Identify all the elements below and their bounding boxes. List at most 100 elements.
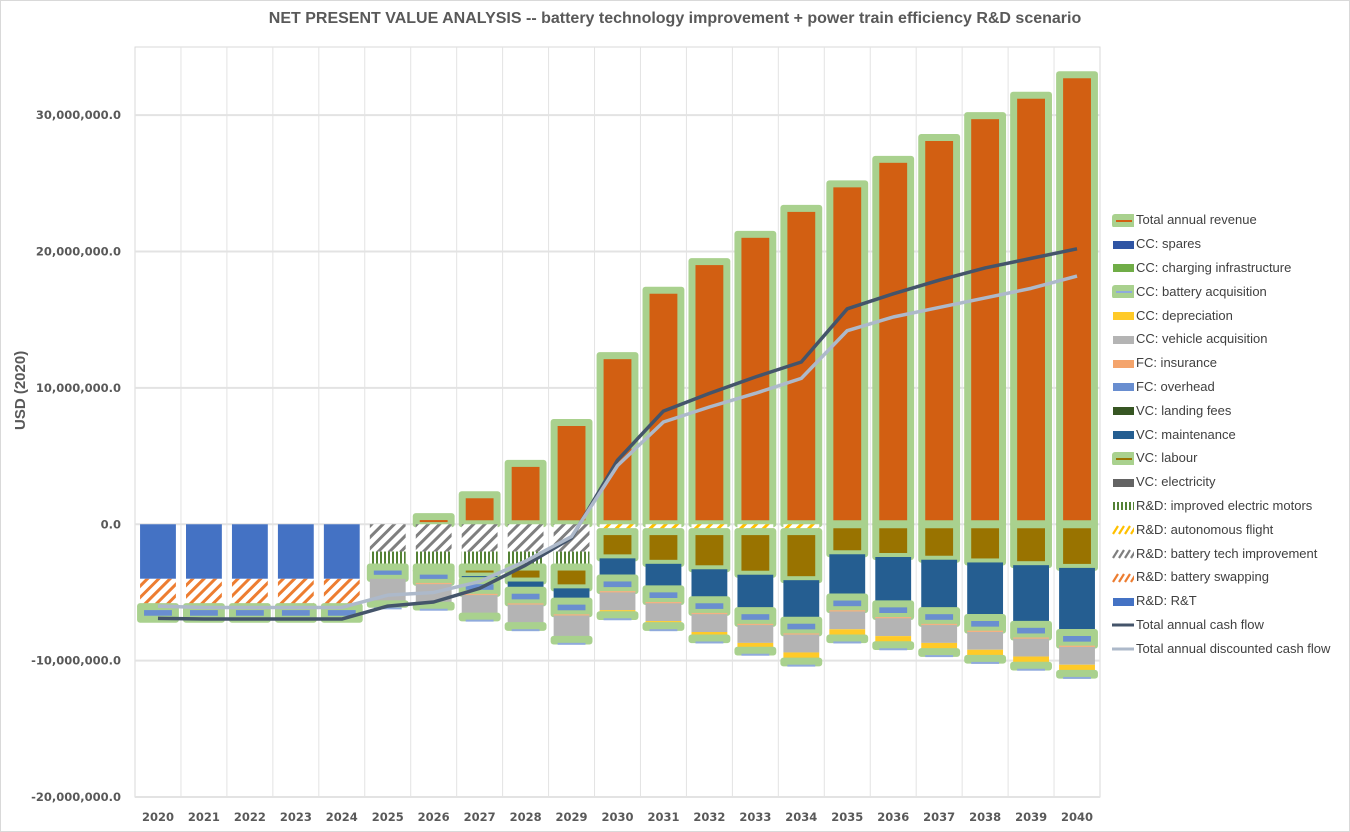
bar-segment-cc-depreciation (1013, 656, 1049, 665)
legend-item: R&D: battery tech improvement (1112, 541, 1330, 565)
x-axis-ticks: 2020 2021 2022 2023 2024 2025 2026 2027 2028 2029… (142, 810, 1093, 824)
legend-label: R&D: improved electric motors (1136, 497, 1313, 513)
bar-segment-r-d-r-t (277, 524, 314, 579)
bar-segment-r-d-r-t (323, 524, 360, 579)
bar-segment-cc-depreciation (829, 629, 866, 638)
bar-segment-fc-insurance (921, 623, 958, 626)
bar-segment-fc-overhead (918, 607, 961, 627)
bar-segment-r-d-improved-electric-motors (415, 551, 452, 567)
bar-segment-total-annual-revenue (872, 155, 915, 528)
legend-label: CC: spares (1136, 236, 1202, 252)
bar-segment-r-d-battery-swapping (323, 578, 360, 607)
bar-segment-cc-vehicle-acquisition (921, 625, 958, 643)
legend-label: R&D: autonomous flight (1136, 521, 1274, 537)
legend-label: Total annual cash flow (1136, 616, 1264, 632)
legend-label: CC: battery acquisition (1136, 283, 1267, 299)
legend-label: R&D: battery tech improvement (1136, 545, 1318, 561)
bar-segment-cc-battery-acquisition (550, 635, 593, 645)
bar-segment-cc-vehicle-acquisition (783, 634, 820, 653)
line-series (157, 247, 1078, 621)
legend-label: CC: charging infrastructure (1136, 259, 1292, 275)
bar-segment-fc-insurance (1013, 637, 1049, 639)
bar-segment-r-d-autonomous-flight (599, 524, 636, 532)
bar-segment-r-d-r-t (231, 524, 268, 579)
bar-segment-total-annual-revenue (918, 134, 961, 528)
bar-segment-cc-vehicle-acquisition (645, 603, 682, 622)
bar-segment-fc-insurance (1059, 645, 1095, 647)
bar-segment-total-annual-revenue (1010, 91, 1052, 528)
bar-segment-cc-vehicle-acquisition (461, 595, 498, 616)
bar-segment-vc-maintenance (599, 558, 636, 578)
legend-swatch-icon (1112, 525, 1134, 535)
x-tick-label: 2021 (188, 810, 220, 824)
bar-segment-vc-maintenance (921, 559, 958, 611)
legend-swatch-icon (1113, 335, 1134, 344)
bar-segment-fc-insurance (829, 610, 866, 612)
bar-segment-cc-battery-acquisition (826, 634, 869, 644)
bar-segment-fc-overhead (964, 614, 1007, 634)
bar-segment-cc-battery-acquisition (504, 622, 547, 632)
bar-segment-cc-battery-acquisition (734, 646, 777, 656)
bar-segment-vc-labour (596, 528, 639, 562)
bar-segment-r-d-autonomous-flight (691, 524, 728, 532)
x-tick-label: 2034 (785, 810, 817, 824)
bar-segment-cc-battery-acquisition (918, 648, 961, 658)
legend-swatch-icon (1112, 285, 1134, 299)
bar-segment-cc-battery-acquisition (1010, 661, 1052, 671)
bar-segment-vc-labour (964, 521, 1007, 566)
legend-item: CC: charging infrastructure (1112, 256, 1330, 280)
bar-segment-r-d-battery-swapping (277, 578, 314, 607)
bar-segment-vc-labour (872, 521, 915, 560)
bar-segment-fc-overhead (642, 585, 685, 605)
bar-segment-cc-vehicle-acquisition (737, 625, 774, 643)
legend-swatch-icon (1112, 549, 1134, 559)
bar-segment-vc-maintenance (783, 580, 820, 620)
bar-segment-total-annual-revenue (780, 204, 823, 528)
bar-segment-cc-battery-acquisition (964, 654, 1007, 664)
x-tick-label: 2031 (647, 810, 679, 824)
bar-segment-fc-overhead (780, 616, 823, 637)
x-tick-label: 2036 (877, 810, 909, 824)
y-axis-ticks: 30,000,000.0 20,000,000.0 10,000,000.0 0.0 -… (31, 108, 121, 804)
bar-segment-fc-overhead (366, 563, 409, 582)
bar-segment-cc-vehicle-acquisition (967, 632, 1004, 650)
bar-segment-fc-overhead (550, 597, 593, 618)
legend-swatch-icon (1113, 312, 1134, 321)
bar-segment-cc-battery-acquisition (1056, 669, 1098, 679)
y-tick-label: 10,000,000.0 (36, 381, 121, 395)
x-tick-label: 2037 (923, 810, 955, 824)
bar-segment-fc-insurance (599, 591, 636, 593)
legend-item: FC: overhead (1112, 375, 1330, 399)
bar-segment-cc-depreciation (875, 636, 912, 645)
legend-swatch-icon (1112, 451, 1134, 465)
x-tick-label: 2023 (280, 810, 312, 824)
bar-segment-fc-overhead (596, 574, 639, 595)
legend-item: VC: electricity (1112, 470, 1330, 494)
x-tick-label: 2027 (464, 810, 496, 824)
legend-label: CC: vehicle acquisition (1136, 331, 1268, 347)
bar-segment-vc-labour (642, 528, 685, 567)
bar-segment-cc-depreciation (1059, 664, 1095, 673)
bar-segment-r-d-battery-tech-improvement (415, 524, 452, 552)
legend-item: R&D: improved electric motors (1112, 494, 1330, 518)
bar-segment-total-annual-revenue (1056, 71, 1098, 528)
bar-segment-vc-labour (550, 563, 593, 592)
bar-segment-cc-depreciation (967, 649, 1004, 658)
legend-label: FC: overhead (1136, 378, 1215, 394)
line-total-annual-cash-flow (157, 247, 1078, 621)
x-tick-label: 2040 (1061, 810, 1093, 824)
legend-swatch-icon (1113, 240, 1134, 249)
legend-swatch-icon (1113, 264, 1134, 273)
bar-segment-cc-vehicle-acquisition (507, 604, 544, 626)
legend-label: R&D: R&T (1136, 593, 1197, 609)
bar-segment-cc-battery-acquisition (872, 641, 915, 651)
bar-segment-r-d-autonomous-flight (645, 524, 682, 532)
bar-segment-vc-maintenance (1059, 567, 1095, 632)
bar-segment-fc-overhead (826, 593, 869, 614)
bar-segment-fc-overhead (1010, 620, 1052, 641)
bar-segment-cc-vehicle-acquisition (875, 618, 912, 637)
y-tick-label: 30,000,000.0 (36, 108, 121, 122)
bar-segment-vc-maintenance (553, 588, 590, 601)
bar-segment-r-d-improved-electric-motors (553, 551, 590, 567)
